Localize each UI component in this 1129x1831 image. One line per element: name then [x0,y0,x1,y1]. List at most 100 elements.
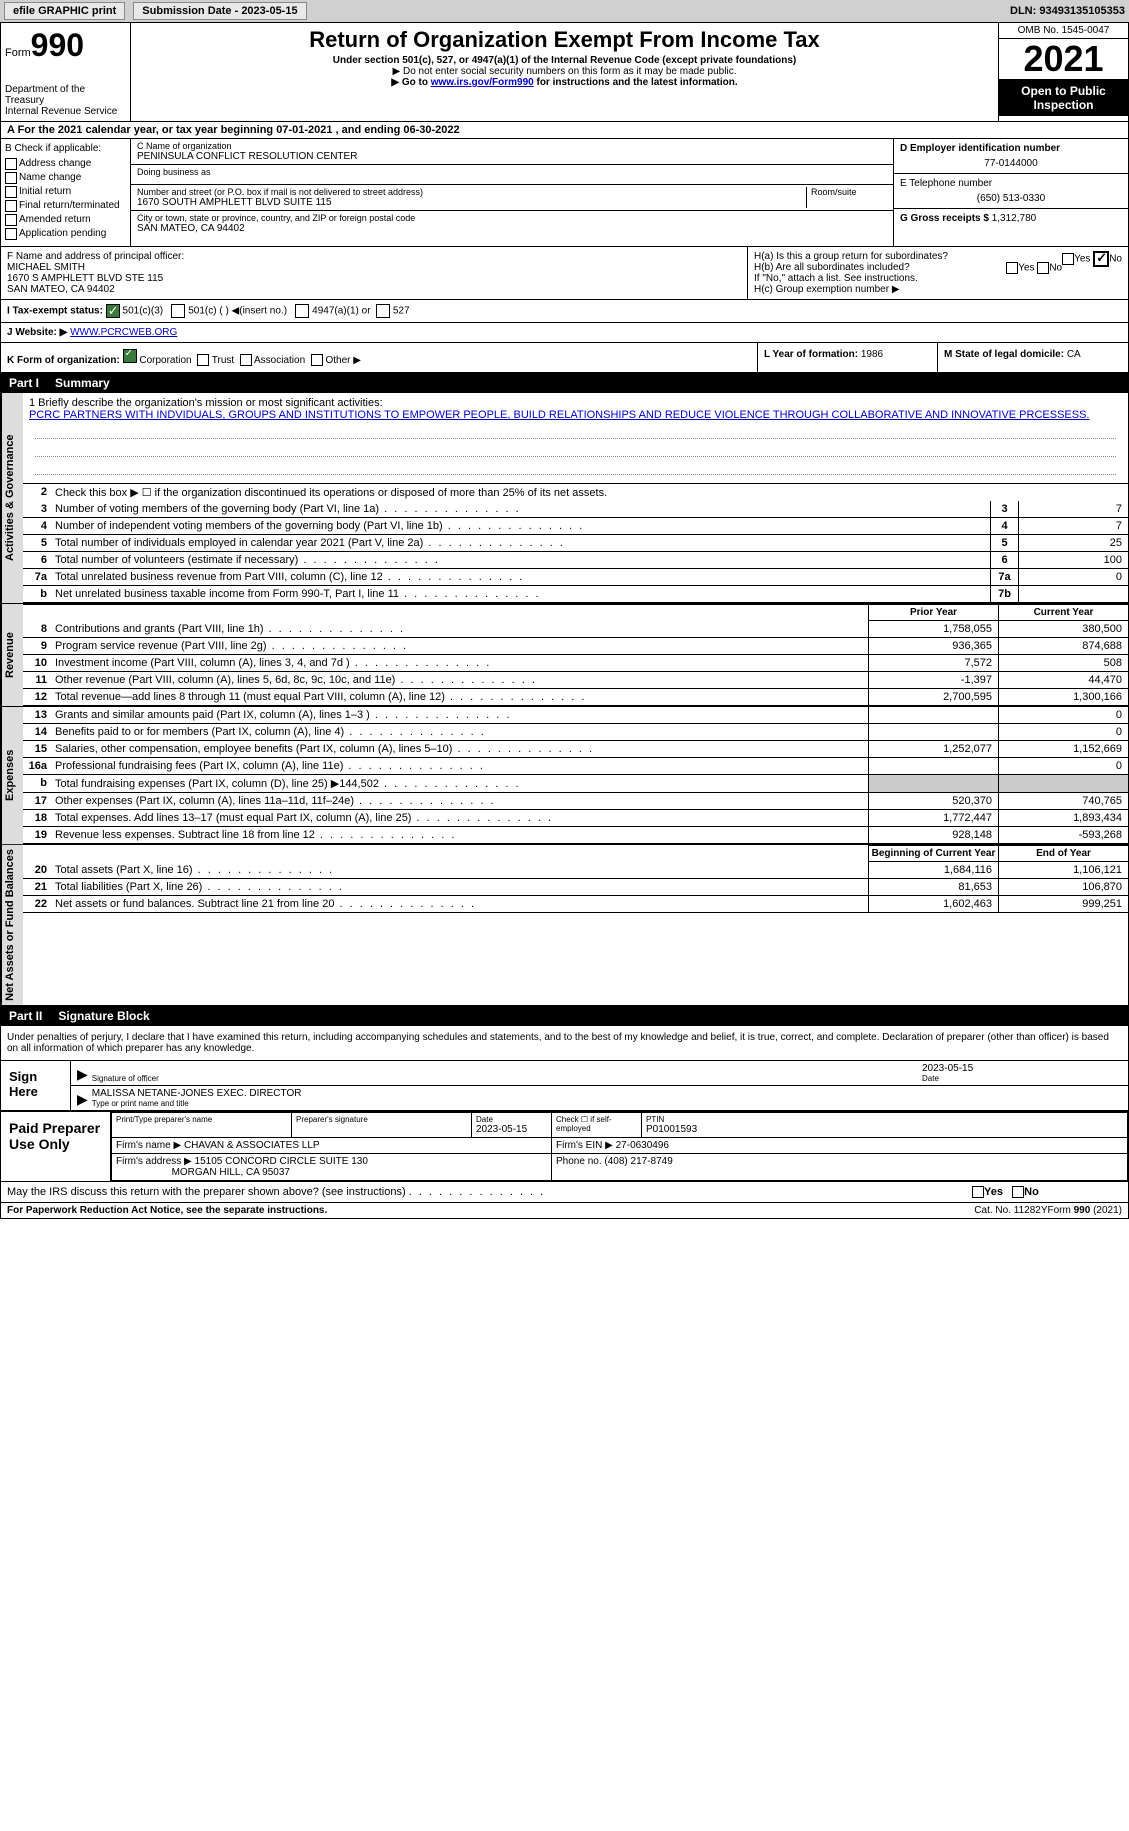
calendar-year-line: A For the 2021 calendar year, or tax yea… [1,122,1128,139]
f-officer: F Name and address of principal officer:… [1,247,748,299]
line-8: 8 Contributions and grants (Part VIII, l… [23,621,1128,638]
dln-text: DLN: 93493135105353 [1010,5,1125,17]
f-addr1: 1670 S AMPHLETT BLVD STE 115 [7,273,741,284]
c-addr: 1670 SOUTH AMPHLETT BLVD SUITE 115 [137,197,802,208]
line-2: Check this box ▶ ☐ if the organization d… [51,484,1128,501]
hdr-py: Prior Year [868,604,998,621]
hdr-eoy: End of Year [998,845,1128,862]
i-501c3: 501(c)(3) [123,306,164,317]
prep-h5: PTIN [646,1115,1123,1124]
part2-header: Part II Signature Block [1,1006,1128,1026]
discuss-no[interactable] [1012,1186,1024,1198]
chk-4947[interactable] [295,304,309,318]
footer: For Paperwork Reduction Act Notice, see … [1,1203,1128,1218]
chk-527[interactable] [376,304,390,318]
vert-na: Net Assets or Fund Balances [1,845,23,1005]
goto-pre: ▶ Go to [391,77,430,88]
chk-amended[interactable] [5,214,17,226]
line-22: 22 Net assets or fund balances. Subtract… [23,896,1128,913]
efile-print-button[interactable]: efile GRAPHIC print [4,2,125,20]
mission-text: PCRC PARTNERS WITH INDVIDUALS, GROUPS AN… [29,409,1122,421]
prep-block: Paid Preparer Use Only Print/Type prepar… [1,1112,1128,1182]
m-val: CA [1067,349,1081,360]
firm-name: CHAVAN & ASSOCIATES LLP [184,1140,320,1151]
chk-assoc[interactable] [240,354,252,366]
k-corp: Corporation [139,355,191,366]
line-3: 3 Number of voting members of the govern… [23,501,1128,518]
irs-link[interactable]: www.irs.gov/Form990 [431,77,534,88]
e-val: (650) 513-0330 [900,193,1122,204]
hb-no[interactable] [1037,262,1049,274]
line-4: 4 Number of independent voting members o… [23,518,1128,535]
subtitle-2: ▶ Do not enter social security numbers o… [139,66,990,77]
form-label: Form990 [5,27,126,64]
line-13: 13 Grants and similar amounts paid (Part… [23,707,1128,724]
h-note: If "No," attach a list. See instructions… [754,273,1122,284]
chk-final[interactable] [5,200,17,212]
ha-yes[interactable] [1062,253,1074,265]
omb-number: OMB No. 1545-0047 [999,23,1128,39]
f-lbl: F Name and address of principal officer: [7,251,741,262]
submission-date-button[interactable]: Submission Date - 2023-05-15 [133,2,306,20]
line-11: 11 Other revenue (Part VIII, column (A),… [23,672,1128,689]
part2-num: Part II [9,1009,42,1023]
chk-name[interactable] [5,172,17,184]
form-word: Form [5,47,31,59]
ij-row: I Tax-exempt status: 501(c)(3) 501(c) ( … [1,300,1128,323]
line-16a: 16a Professional fundraising fees (Part … [23,758,1128,775]
section-bcde: B Check if applicable: Address change Na… [1,139,1128,247]
footer-left: For Paperwork Reduction Act Notice, see … [7,1205,974,1216]
paid-prep-label: Paid Preparer Use Only [1,1112,111,1181]
m-lbl: M State of legal domicile: [944,349,1064,360]
line-18: 18 Total expenses. Add lines 13–17 (must… [23,810,1128,827]
b-addr: Address change [19,158,91,169]
form-container: Form990 Department of the Treasury Inter… [0,22,1129,1219]
d-val: 77-0144000 [900,158,1122,169]
k-other: Other ▶ [325,355,360,366]
c-dba-lbl: Doing business as [137,167,887,177]
na-section: Net Assets or Fund Balances Beginning of… [1,845,1128,1006]
line-6: 6 Total number of volunteers (estimate i… [23,552,1128,569]
k-assoc: Association [254,355,305,366]
discuss-yes[interactable] [972,1186,984,1198]
line-12: 12 Total revenue—add lines 8 through 11 … [23,689,1128,706]
part1-header: Part I Summary [1,373,1128,393]
hb-yes[interactable] [1006,262,1018,274]
line-10: 10 Investment income (Part VIII, column … [23,655,1128,672]
tax-year: 2021 [999,39,1128,80]
i-527: 527 [393,306,410,317]
line-19: 19 Revenue less expenses. Subtract line … [23,827,1128,844]
i-501c: 501(c) ( ) ◀(insert no.) [188,306,287,317]
col-c: C Name of organization PENINSULA CONFLIC… [131,139,893,246]
chk-pending[interactable] [5,228,17,240]
b-init: Initial return [19,186,71,197]
footer-year: 2021 [1096,1205,1118,1216]
chk-address[interactable] [5,158,17,170]
h-section: H(a) Is this a group return for subordin… [748,247,1128,299]
rev-section: Revenue Prior YearCurrent Year 8 Contrib… [1,604,1128,707]
goto-post: for instructions and the latest informat… [534,77,738,88]
chk-501c[interactable] [171,304,185,318]
chk-trust[interactable] [197,354,209,366]
chk-501c3[interactable] [106,304,120,318]
discuss-row: May the IRS discuss this return with the… [1,1182,1128,1203]
b-pend: Application pending [19,228,106,239]
phone-val: (408) 217-8749 [604,1156,672,1167]
ha-no[interactable] [1093,251,1109,267]
chk-other[interactable] [311,354,323,366]
col-de: D Employer identification number 77-0144… [893,139,1128,246]
k-lbl: K Form of organization: [7,355,120,366]
website-link[interactable]: WWW.PCRCWEB.ORG [70,327,177,338]
ha-text: H(a) Is this a group return for subordin… [754,251,948,262]
l-year: L Year of formation: 1986 [758,343,938,372]
sig-block: Sign Here ▶ Signature of officer 2023-05… [1,1061,1128,1112]
chk-initial[interactable] [5,186,17,198]
i-status: I Tax-exempt status: 501(c)(3) 501(c) ( … [1,300,1128,322]
faddr1: 15105 CONCORD CIRCLE SUITE 130 [195,1156,368,1167]
blank-3 [35,461,1116,475]
hb-text: H(b) Are all subordinates included? [754,262,910,273]
col-b: B Check if applicable: Address change Na… [1,139,131,246]
chk-corp[interactable]: ✓ [123,349,137,363]
l-val: 1986 [861,349,883,360]
line-21: 21 Total liabilities (Part X, line 26) 8… [23,879,1128,896]
